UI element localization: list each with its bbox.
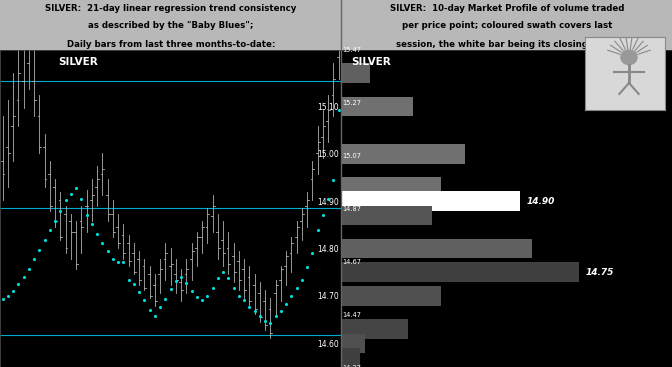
Point	[81, 212, 92, 218]
Bar	[341, 319, 408, 339]
Bar	[341, 262, 579, 282]
Point	[44, 228, 55, 233]
Point	[265, 320, 276, 326]
Point	[270, 313, 281, 319]
Point	[71, 185, 81, 190]
Text: 14.90: 14.90	[527, 197, 555, 206]
Point	[292, 285, 302, 291]
Point	[228, 285, 239, 291]
Bar	[341, 286, 442, 306]
Point	[29, 256, 40, 262]
Text: per price point; coloured swath covers last: per price point; coloured swath covers l…	[401, 21, 612, 30]
Point	[218, 269, 228, 275]
Point	[296, 277, 307, 283]
Text: 14.75: 14.75	[586, 268, 614, 277]
Point	[328, 177, 339, 183]
Point	[181, 280, 192, 286]
Point	[123, 277, 134, 283]
Point	[302, 264, 312, 270]
Point	[55, 208, 66, 214]
Point	[134, 290, 144, 295]
Point	[60, 197, 71, 203]
Point	[212, 275, 223, 281]
Point	[97, 240, 108, 246]
Point	[176, 273, 187, 279]
Point	[244, 304, 255, 310]
Point	[39, 237, 50, 243]
Point	[3, 292, 13, 298]
Point	[260, 318, 271, 324]
Point	[0, 296, 8, 302]
Point	[239, 297, 249, 303]
Point	[186, 288, 197, 294]
Text: as described by the "Baby Blues";: as described by the "Baby Blues";	[88, 21, 253, 30]
Text: SILVER:  10-day Market Profile of volume traded: SILVER: 10-day Market Profile of volume …	[390, 4, 624, 13]
Bar	[341, 239, 532, 258]
Point	[333, 107, 344, 113]
Text: session, the white bar being its closing level:: session, the white bar being its closing…	[396, 40, 618, 49]
Point	[13, 281, 24, 287]
Point	[223, 275, 234, 281]
Point	[160, 296, 171, 302]
Point	[281, 301, 292, 306]
Bar	[341, 177, 442, 197]
Point	[234, 292, 245, 298]
Circle shape	[621, 50, 637, 65]
Bar	[341, 144, 465, 164]
Bar	[341, 206, 432, 225]
Point	[286, 292, 297, 298]
Point	[307, 250, 318, 256]
Point	[197, 297, 208, 303]
Point	[202, 292, 213, 298]
Point	[312, 228, 323, 233]
Point	[87, 221, 97, 227]
Bar	[341, 192, 520, 211]
Point	[171, 278, 181, 284]
Point	[192, 294, 202, 300]
Point	[108, 256, 118, 262]
Point	[92, 231, 103, 237]
Point	[18, 273, 29, 279]
Bar	[341, 63, 370, 83]
Point	[150, 313, 161, 319]
Point	[76, 196, 87, 202]
Point	[139, 297, 150, 303]
Bar	[341, 348, 360, 367]
Point	[276, 309, 286, 315]
Text: Daily bars from last three months-to-date:: Daily bars from last three months-to-dat…	[67, 40, 275, 49]
Point	[8, 288, 19, 294]
Point	[155, 304, 165, 310]
Point	[144, 307, 155, 313]
Point	[50, 218, 60, 224]
Point	[128, 281, 139, 287]
Point	[318, 212, 329, 218]
Text: SILVER: SILVER	[58, 58, 98, 68]
Point	[34, 247, 45, 252]
Point	[323, 196, 333, 202]
Point	[255, 313, 265, 319]
Point	[102, 248, 113, 254]
Point	[118, 259, 129, 265]
Point	[66, 191, 77, 197]
Point	[165, 286, 176, 292]
Point	[113, 259, 124, 265]
Point	[249, 309, 260, 315]
Bar	[341, 97, 413, 116]
Point	[24, 266, 34, 272]
Bar	[341, 334, 365, 353]
Point	[208, 285, 218, 291]
Text: SILVER:  21-day linear regression trend consistency: SILVER: 21-day linear regression trend c…	[45, 4, 296, 13]
Text: SILVER: SILVER	[351, 58, 391, 68]
